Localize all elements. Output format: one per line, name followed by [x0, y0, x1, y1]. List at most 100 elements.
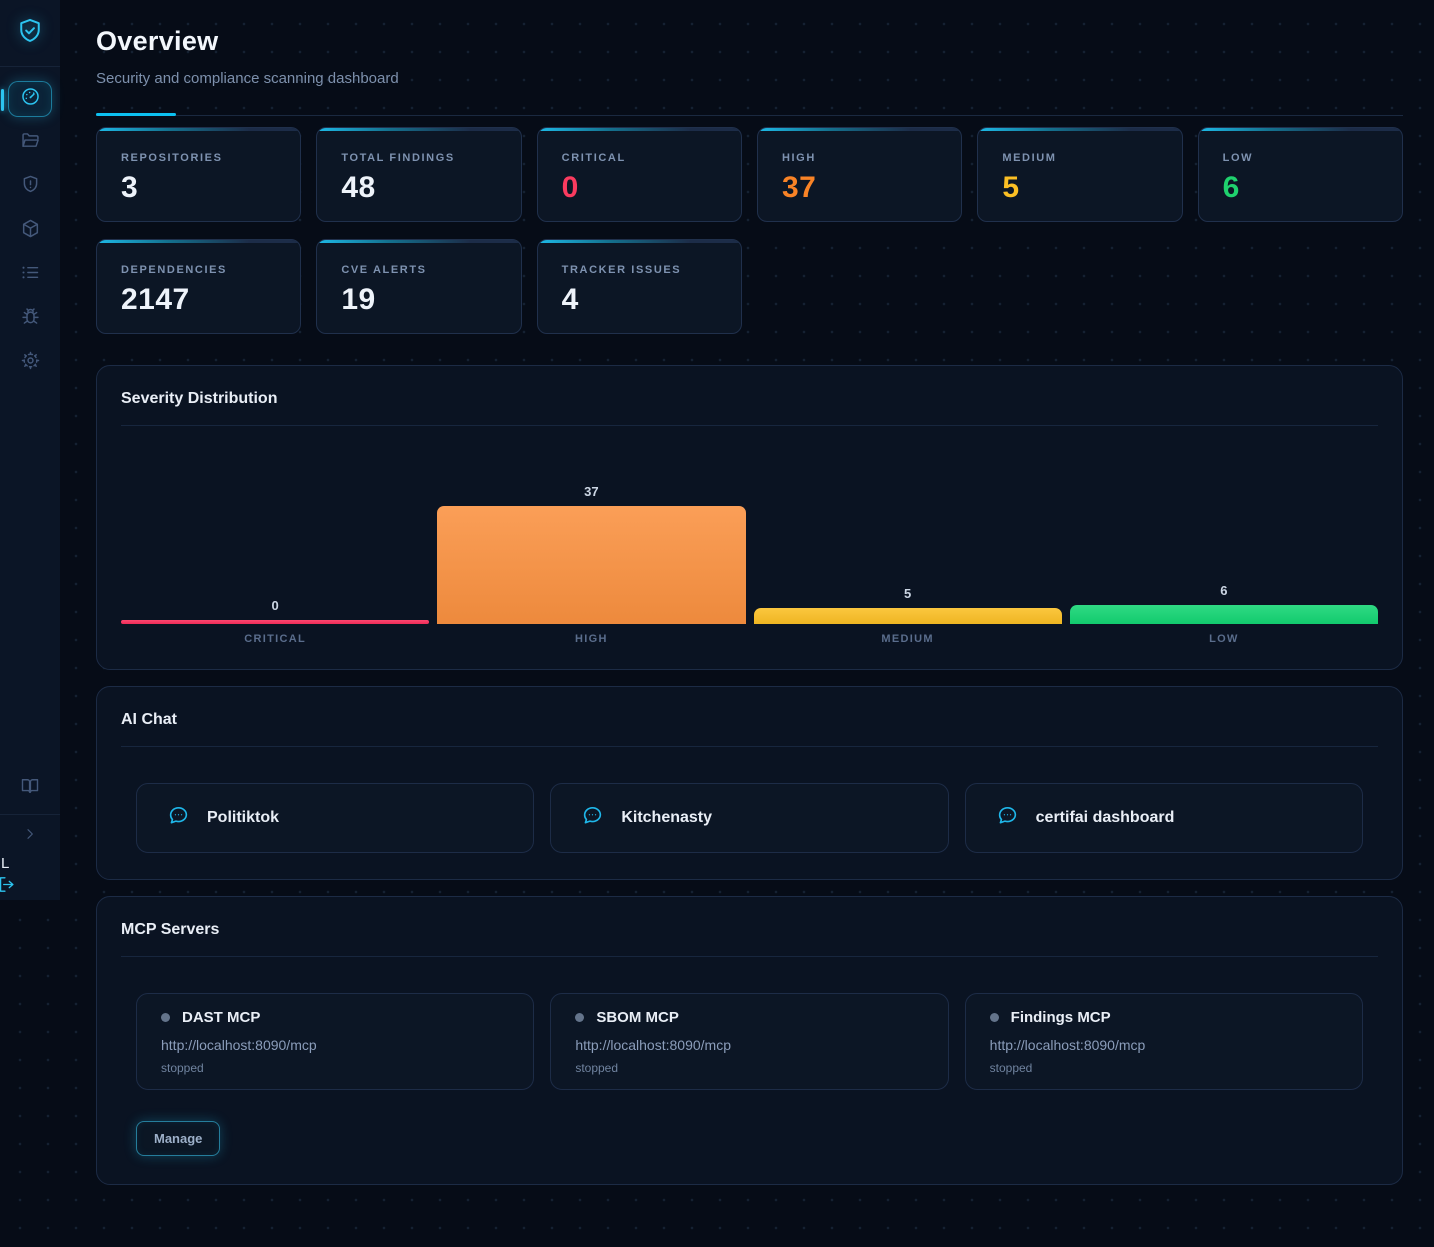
- sidebar-item-tracker[interactable]: [8, 257, 52, 293]
- server-name: DAST MCP: [182, 1009, 261, 1026]
- stat-value: 3: [121, 171, 139, 204]
- bar-low: [1069, 605, 1378, 624]
- ai-chat-card-certifai-dashboard[interactable]: certifai dashboard: [964, 783, 1363, 853]
- package-icon: [20, 218, 41, 244]
- ai-chat-card-label: Politiktok: [207, 809, 280, 826]
- chart-column-medium: 5 MEDIUM: [753, 448, 1062, 645]
- sidebar-item-dashboard[interactable]: [1, 81, 52, 117]
- gauge-icon: [20, 86, 41, 112]
- stat-label: LOW: [1222, 152, 1254, 164]
- bar-category-label: LOW: [1209, 633, 1239, 645]
- sidebar: L: [0, 0, 60, 900]
- active-tab-indicator: [96, 113, 176, 116]
- server-url: http://localhost:8090/mcp: [161, 1037, 317, 1053]
- mcp-server-cards: DAST MCP http://localhost:8090/mcp stopped…: [136, 993, 1363, 1090]
- logout-button[interactable]: [0, 875, 16, 899]
- sidebar-divider: [0, 814, 60, 815]
- stat-label: REPOSITORIES: [121, 152, 223, 164]
- server-status: stopped: [989, 1061, 1033, 1075]
- chart-column-critical: 0 CRITICAL: [121, 448, 430, 645]
- ai-chat-card-politiktok[interactable]: Politiktok: [136, 783, 535, 853]
- book-icon: [20, 776, 40, 801]
- active-item-indicator: [1, 89, 4, 111]
- server-name: Findings MCP: [1010, 1009, 1111, 1026]
- bar-category-label: MEDIUM: [881, 633, 934, 645]
- manage-button[interactable]: Manage: [136, 1121, 221, 1156]
- bar-area: 5: [753, 448, 1062, 624]
- stat-card-high: HIGH 37: [756, 127, 963, 222]
- tabs-bar: [96, 112, 1403, 116]
- page-subtitle: Security and compliance scanning dashboa…: [96, 70, 399, 87]
- status-dot: [989, 1013, 999, 1022]
- stat-card-low: LOW 6: [1197, 127, 1403, 222]
- severity-panel: Severity Distribution 0 CRITICAL 37 HIGH 5 ME…: [96, 365, 1403, 670]
- page-title: Overview: [96, 26, 219, 56]
- divider: [121, 746, 1378, 747]
- shield-alert-icon: [20, 174, 41, 200]
- ai-chat-cards: Politiktok Kitchenasty certifai dashboard: [136, 783, 1363, 853]
- ai-chat-card-label: Kitchenasty: [621, 809, 713, 826]
- stat-value: 37: [781, 171, 817, 204]
- sidebar-expand-button[interactable]: [0, 826, 60, 847]
- stat-label: HIGH: [781, 152, 816, 164]
- mcp-server-card-findings-mcp[interactable]: Findings MCP http://localhost:8090/mcp sto…: [964, 993, 1363, 1090]
- server-status: stopped: [575, 1061, 619, 1075]
- folder-icon: [20, 130, 41, 156]
- chevron-right-icon: [22, 826, 38, 847]
- stat-label: TOTAL FINDINGS: [341, 152, 455, 164]
- status-dot: [575, 1013, 585, 1022]
- server-name: SBOM MCP: [596, 1009, 679, 1026]
- divider: [121, 956, 1378, 957]
- bar-value-label: 6: [1220, 583, 1228, 598]
- server-head: SBOM MCP: [575, 1009, 923, 1026]
- stat-label: CVE ALERTS: [341, 264, 427, 276]
- mcp-server-card-dast-mcp[interactable]: DAST MCP http://localhost:8090/mcp stopped: [136, 993, 535, 1090]
- stats-grid: REPOSITORIES 3 TOTAL FINDINGS 48 CRITICAL 0 HI…: [96, 127, 1403, 334]
- app-logo: [0, 0, 60, 67]
- stat-card-tracker-issues: TRACKER ISSUES 4: [536, 239, 742, 334]
- docs-link[interactable]: [0, 776, 60, 801]
- user-initial: L: [1, 855, 10, 872]
- stat-value: 4: [561, 283, 579, 316]
- stat-value: 2147: [121, 283, 190, 316]
- stat-label: DEPENDENCIES: [121, 264, 227, 276]
- stat-card-repositories: REPOSITORIES 3: [96, 127, 302, 222]
- server-head: DAST MCP: [161, 1009, 509, 1026]
- stat-value: 5: [1002, 171, 1020, 204]
- stat-label: MEDIUM: [1002, 152, 1057, 164]
- server-status: stopped: [161, 1061, 204, 1075]
- sidebar-item-cve[interactable]: [8, 301, 52, 337]
- status-dot: [161, 1013, 170, 1022]
- sidebar-item-repositories[interactable]: [8, 125, 52, 161]
- sidebar-footer: L: [0, 770, 60, 900]
- bar-value-label: 0: [271, 598, 279, 613]
- sidebar-item-settings[interactable]: [8, 345, 52, 381]
- bar-category-label: HIGH: [575, 633, 608, 645]
- severity-bar-chart: 0 CRITICAL 37 HIGH 5 MEDIUM 6 LOW: [121, 448, 1378, 645]
- server-url: http://localhost:8090/mcp: [989, 1037, 1146, 1053]
- logout-icon: [0, 877, 16, 898]
- stat-value: 48: [341, 171, 376, 204]
- list-icon: [20, 262, 41, 288]
- ai-chat-card-kitchenasty[interactable]: Kitchenasty: [550, 783, 949, 853]
- bar-value-label: 37: [584, 484, 599, 499]
- stat-value: 19: [341, 283, 376, 316]
- ai-chat-panel: AI Chat Politiktok Kitchenasty certifai da…: [96, 686, 1403, 880]
- sidebar-item-dependencies[interactable]: [8, 213, 52, 249]
- stat-value: 6: [1222, 171, 1240, 204]
- server-head: Findings MCP: [989, 1009, 1338, 1026]
- chat-bubble-icon: [581, 804, 604, 832]
- stat-card-medium: MEDIUM 5: [977, 127, 1183, 222]
- bar-high: [437, 506, 746, 624]
- bar-area: 6: [1069, 448, 1378, 624]
- bug-icon: [20, 306, 41, 332]
- bar-medium: [753, 608, 1062, 624]
- shield-check-icon: [16, 17, 44, 50]
- stat-card-critical: CRITICAL 0: [536, 127, 742, 222]
- sidebar-item-findings[interactable]: [8, 169, 52, 205]
- gear-icon: [20, 350, 41, 376]
- mcp-panel: MCP Servers DAST MCP http://localhost:809…: [96, 896, 1403, 1185]
- mcp-server-card-sbom-mcp[interactable]: SBOM MCP http://localhost:8090/mcp stopped: [550, 993, 949, 1090]
- ai-chat-card-label: certifai dashboard: [1035, 809, 1175, 826]
- bar-value-label: 5: [904, 586, 912, 601]
